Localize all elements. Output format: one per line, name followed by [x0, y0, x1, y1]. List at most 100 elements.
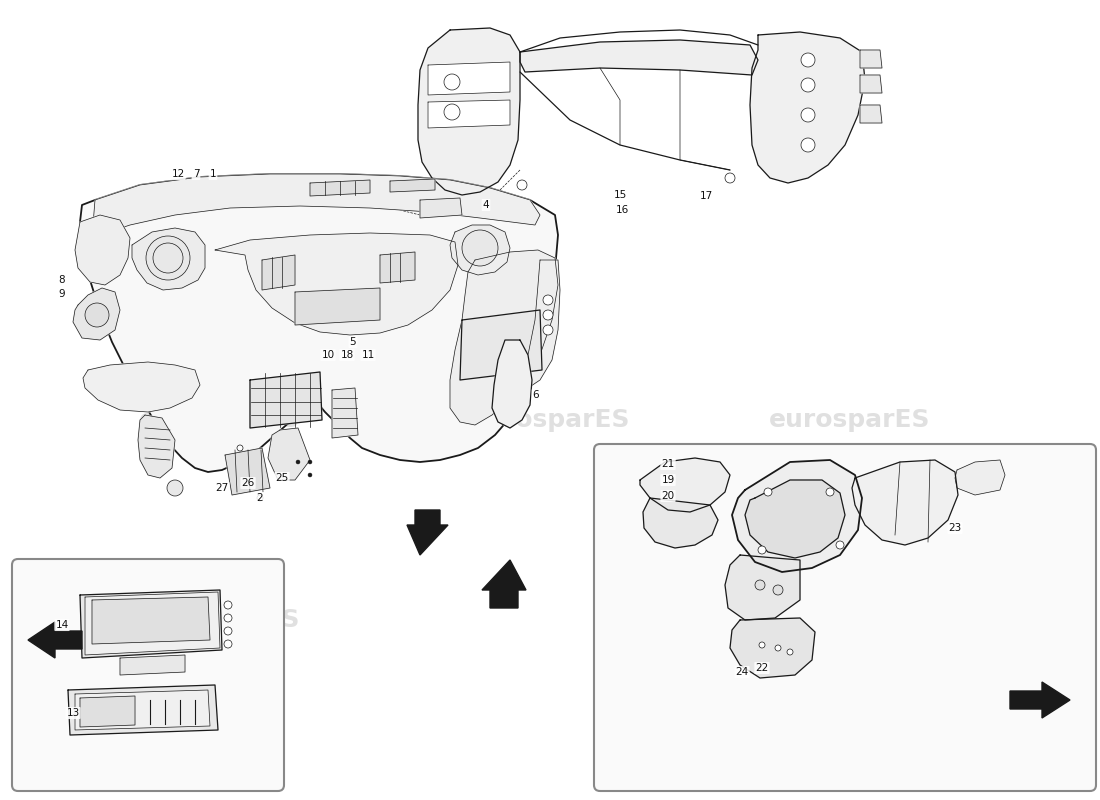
Text: eurosparES: eurosparES	[669, 548, 830, 572]
Polygon shape	[390, 179, 435, 192]
Circle shape	[517, 180, 527, 190]
Polygon shape	[732, 460, 862, 572]
Polygon shape	[332, 388, 358, 438]
Polygon shape	[120, 655, 185, 675]
Polygon shape	[295, 288, 380, 325]
Polygon shape	[492, 340, 532, 428]
Text: 6: 6	[532, 390, 539, 400]
Text: 27: 27	[216, 483, 229, 493]
Polygon shape	[860, 105, 882, 123]
Polygon shape	[379, 252, 415, 283]
Circle shape	[776, 645, 781, 651]
Text: 10: 10	[321, 350, 334, 360]
Polygon shape	[730, 618, 815, 678]
Circle shape	[543, 310, 553, 320]
Polygon shape	[226, 448, 270, 495]
Circle shape	[801, 78, 815, 92]
Circle shape	[257, 495, 263, 501]
Polygon shape	[644, 498, 718, 548]
Polygon shape	[80, 174, 558, 472]
Polygon shape	[482, 560, 526, 608]
Polygon shape	[725, 555, 800, 620]
Polygon shape	[250, 372, 322, 428]
Circle shape	[543, 325, 553, 335]
Polygon shape	[310, 180, 370, 196]
Polygon shape	[860, 75, 882, 93]
Text: 5: 5	[350, 337, 356, 347]
Polygon shape	[94, 174, 540, 235]
Text: 4: 4	[483, 200, 490, 210]
Text: 8: 8	[58, 275, 65, 285]
Circle shape	[801, 108, 815, 122]
Text: 1: 1	[210, 169, 217, 179]
Polygon shape	[520, 260, 560, 390]
Text: 18: 18	[340, 350, 353, 360]
Circle shape	[836, 541, 844, 549]
Polygon shape	[28, 622, 82, 658]
Polygon shape	[460, 310, 542, 380]
Polygon shape	[428, 100, 510, 128]
Text: 24: 24	[736, 667, 749, 677]
Polygon shape	[420, 198, 462, 218]
Polygon shape	[214, 233, 458, 335]
Circle shape	[224, 627, 232, 635]
Polygon shape	[750, 32, 865, 183]
Circle shape	[308, 460, 312, 464]
Text: 19: 19	[661, 475, 674, 485]
Circle shape	[224, 601, 232, 609]
Circle shape	[444, 74, 460, 90]
Circle shape	[801, 53, 815, 67]
Text: eurosparES: eurosparES	[140, 408, 300, 432]
Circle shape	[773, 585, 783, 595]
Text: 13: 13	[66, 708, 79, 718]
Polygon shape	[520, 40, 758, 75]
Text: 26: 26	[241, 478, 254, 488]
Polygon shape	[745, 480, 845, 558]
Polygon shape	[80, 590, 222, 658]
Text: 23: 23	[948, 523, 961, 533]
Polygon shape	[68, 685, 218, 735]
Circle shape	[826, 488, 834, 496]
Polygon shape	[75, 690, 210, 730]
Polygon shape	[138, 415, 175, 478]
Circle shape	[786, 649, 793, 655]
Circle shape	[85, 303, 109, 327]
Polygon shape	[80, 696, 135, 727]
Circle shape	[224, 640, 232, 648]
Text: 17: 17	[700, 191, 713, 201]
Text: 15: 15	[614, 190, 627, 200]
Polygon shape	[407, 510, 448, 555]
Text: 14: 14	[55, 620, 68, 630]
Text: 21: 21	[661, 459, 674, 469]
Circle shape	[146, 236, 190, 280]
Polygon shape	[262, 255, 295, 290]
FancyBboxPatch shape	[12, 559, 284, 791]
Circle shape	[755, 580, 764, 590]
Circle shape	[801, 138, 815, 152]
Polygon shape	[418, 28, 520, 195]
Polygon shape	[73, 288, 120, 340]
Circle shape	[759, 642, 764, 648]
Text: 22: 22	[756, 663, 769, 673]
Polygon shape	[450, 250, 558, 425]
Polygon shape	[268, 428, 310, 480]
Polygon shape	[860, 50, 882, 68]
Text: 20: 20	[661, 491, 674, 501]
Text: 16: 16	[615, 205, 628, 215]
Circle shape	[462, 230, 498, 266]
Polygon shape	[85, 592, 220, 655]
Circle shape	[725, 173, 735, 183]
Polygon shape	[955, 460, 1005, 495]
Text: 7: 7	[192, 169, 199, 179]
Text: eurosparES: eurosparES	[140, 608, 300, 632]
Circle shape	[543, 295, 553, 305]
Text: 11: 11	[362, 350, 375, 360]
Polygon shape	[132, 228, 205, 290]
Circle shape	[236, 445, 243, 451]
Polygon shape	[852, 460, 958, 545]
Circle shape	[296, 460, 300, 464]
Polygon shape	[428, 62, 510, 95]
Circle shape	[758, 546, 766, 554]
Circle shape	[764, 488, 772, 496]
Text: 25: 25	[275, 473, 288, 483]
